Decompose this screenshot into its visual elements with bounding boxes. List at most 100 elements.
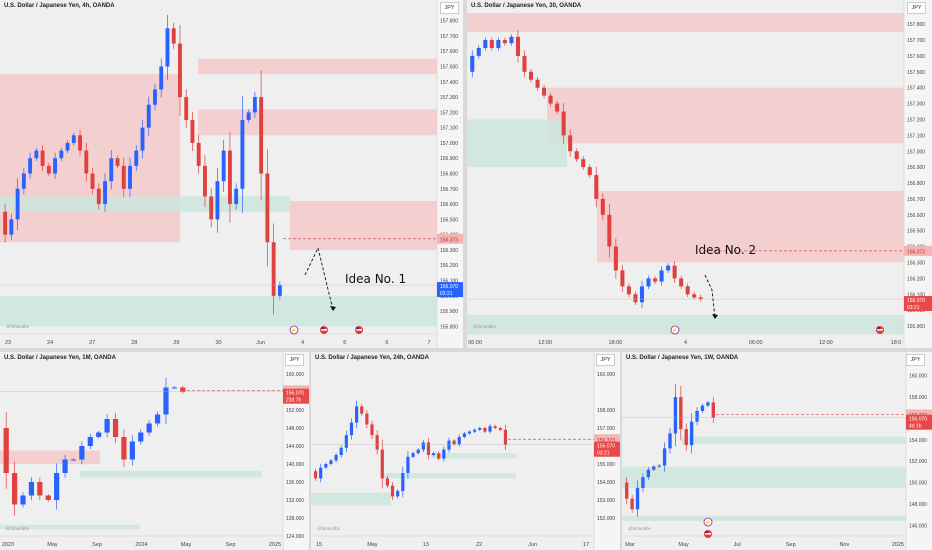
- x-tick-label: Nov: [840, 542, 850, 548]
- y-tick-label: 156.600: [907, 213, 925, 219]
- candle-body: [390, 485, 395, 497]
- price-axis: [906, 352, 932, 550]
- y-tick-label: 160.000: [597, 372, 615, 378]
- demand-zone-0: [80, 470, 262, 478]
- candle-body: [45, 495, 51, 500]
- currency-button-24h[interactable]: JPY: [596, 354, 615, 366]
- price-axis: [283, 352, 309, 550]
- us-flag-canton: [321, 327, 324, 330]
- x-tick-label: Jul: [734, 542, 741, 548]
- supply-zone-0: [0, 74, 180, 243]
- y-tick-label: 153.000: [597, 498, 615, 504]
- chart-canvas-1w[interactable]: 160.000158.000156.000154.000152.000150.0…: [622, 352, 932, 550]
- currency-button-1w[interactable]: JPY: [906, 354, 925, 366]
- candle-body: [184, 97, 189, 120]
- candle-body: [555, 103, 560, 112]
- last-price-label: 156.373: [440, 237, 458, 243]
- y-tick-label: 156.300: [440, 248, 458, 254]
- candle-body: [447, 440, 451, 450]
- candle-body: [319, 467, 323, 479]
- candle-body: [672, 265, 677, 279]
- currency-button-1m[interactable]: JPY: [285, 354, 304, 366]
- candle-body: [625, 482, 629, 499]
- watermark-text: @fxhandbv: [317, 526, 341, 531]
- candle-body: [128, 165, 132, 189]
- candle-body: [3, 428, 9, 473]
- candle-body: [121, 437, 127, 460]
- candle-body: [635, 487, 640, 510]
- y-tick-label: 157.400: [907, 86, 925, 92]
- x-tick-label: May: [181, 542, 192, 548]
- y-tick-label: 152.000: [597, 516, 615, 522]
- candle-body: [483, 428, 487, 432]
- current-price-label: 156.070: [907, 298, 925, 304]
- last-price-label: 156.373: [597, 438, 615, 444]
- current-price-box: [283, 388, 309, 404]
- candle-body: [215, 181, 220, 220]
- candle-body: [594, 175, 599, 199]
- candle-body: [277, 285, 282, 296]
- candle-body: [568, 135, 573, 152]
- y-tick-label: 154.000: [909, 438, 927, 444]
- candle-body: [467, 431, 472, 434]
- x-tick-label: 24: [47, 340, 53, 346]
- projection-arrow: [704, 274, 716, 319]
- y-tick-label: 148.000: [909, 502, 927, 508]
- y-tick-label: 156.500: [907, 229, 925, 235]
- candle-body: [62, 459, 68, 473]
- y-tick-label: 140.000: [286, 462, 304, 468]
- y-tick-label: 157.400: [440, 80, 458, 86]
- countdown-label: 23d 7h: [286, 398, 302, 404]
- candle-body: [535, 79, 540, 88]
- candle-body: [96, 188, 101, 205]
- currency-button-30m[interactable]: JPY: [907, 2, 926, 14]
- last-price-box: [904, 245, 932, 256]
- currency-button-4h[interactable]: JPY: [440, 2, 459, 14]
- x-tick-label: 18:00: [608, 340, 622, 346]
- candle-body: [411, 453, 415, 457]
- demand-zone-5: [0, 295, 437, 327]
- chart-panel-4h[interactable]: 157.800 157.700 157.600 157.500 157.400 157.3…: [0, 0, 463, 348]
- candle-body: [437, 453, 441, 459]
- y-tick-label: 157.600: [440, 49, 458, 55]
- chart-title-1w: U.S. Dollar / Japanese Yen, 1W, OANDA: [626, 355, 739, 361]
- watermark-text: @fxhandbv: [6, 526, 30, 531]
- y-tick-label: 156.800: [440, 172, 458, 178]
- current-price-label: 156.070: [597, 444, 615, 450]
- x-tick-label: Mar: [625, 542, 635, 548]
- last-price-box: [437, 233, 463, 244]
- candle-body: [365, 413, 369, 425]
- demand-zone-3: [0, 196, 290, 212]
- candle-body: [344, 435, 348, 448]
- y-tick-label: 148.000: [286, 426, 304, 432]
- chart-panel-1w[interactable]: 160.000158.000156.000154.000152.000150.0…: [622, 352, 932, 550]
- candle-body: [692, 294, 697, 298]
- candle-body: [180, 387, 186, 392]
- chart-panel-24h[interactable]: 160.000158.000157.000156.000155.000154.0…: [311, 352, 620, 550]
- y-tick-label: 157.000: [907, 149, 925, 155]
- chart-panel-1m[interactable]: 160.000156.000152.000148.000144.000140.0…: [0, 352, 309, 550]
- x-tick-label: 2025: [269, 542, 281, 548]
- candle-body: [695, 410, 699, 422]
- y-tick-label: 157.100: [907, 133, 925, 139]
- candle-body: [59, 150, 64, 159]
- candle-body: [653, 278, 658, 282]
- y-tick-label: 157.200: [440, 110, 458, 116]
- price-axis: [904, 0, 932, 348]
- candle-body: [698, 297, 703, 300]
- chart-canvas-24h[interactable]: 160.000158.000157.000156.000155.000154.0…: [311, 352, 620, 550]
- y-tick-label: 157.700: [907, 38, 925, 44]
- watermark-text: @fxhandbv: [6, 324, 30, 329]
- x-tick-label: 28: [131, 340, 137, 346]
- chart-canvas-30m[interactable]: 157.800 157.700 157.600 157.500 157.400 157.3…: [467, 0, 932, 348]
- chart-canvas-4h[interactable]: 157.800 157.700 157.600 157.500 157.400 157.3…: [0, 0, 463, 348]
- x-tick-label: May: [678, 542, 689, 548]
- last-price-box: [594, 434, 620, 445]
- chart-canvas-1m[interactable]: 160.000156.000152.000148.000144.000140.0…: [0, 352, 309, 550]
- chart-panel-30m[interactable]: 157.800 157.700 157.600 157.500 157.400 157.3…: [467, 0, 932, 348]
- candle-body: [209, 196, 214, 220]
- x-tick-label: Jun: [256, 340, 265, 346]
- candle-body: [498, 428, 502, 430]
- candle-body: [165, 28, 170, 67]
- current-price-label: 156.070: [286, 391, 304, 397]
